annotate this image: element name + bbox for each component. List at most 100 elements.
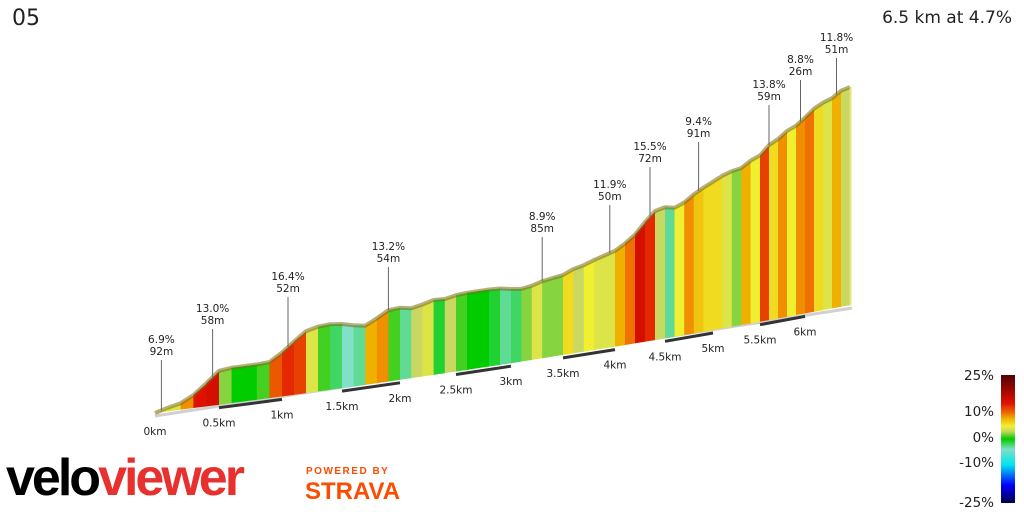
gradient-segment xyxy=(645,211,656,342)
annotation-length: 92m xyxy=(150,346,174,358)
gradient-segment xyxy=(625,234,636,345)
gradient-segment xyxy=(376,310,389,384)
gradient-segment xyxy=(760,145,770,322)
gradient-segment xyxy=(500,288,512,365)
annotation-gradient: 16.4% xyxy=(271,271,304,283)
x-tick-label: 4.5km xyxy=(648,351,681,363)
annotation-length: 59m xyxy=(757,91,781,103)
km-marker-bar xyxy=(218,397,283,410)
annotation-gradient: 15.5% xyxy=(633,141,666,153)
logo-velo: velo xyxy=(6,449,101,507)
annotation-gradient: 9.4% xyxy=(685,116,712,128)
gradient-segment xyxy=(713,175,723,330)
gradient-segment xyxy=(563,269,574,355)
x-tick-label: 6km xyxy=(794,326,817,338)
gradient-segment xyxy=(256,362,270,400)
gradient-segment xyxy=(594,255,606,350)
annotation-length: 54m xyxy=(377,253,401,265)
annotation-length: 52m xyxy=(276,283,300,295)
x-tick-label: 1.5km xyxy=(325,401,358,413)
gradient-segment xyxy=(193,383,207,409)
annotation-length: 51m xyxy=(825,44,849,56)
km-marker-bar xyxy=(759,314,806,327)
x-tick-label: 2km xyxy=(389,393,412,405)
gradient-segment xyxy=(521,285,533,362)
gradient-segment xyxy=(206,370,220,407)
annotation-gradient: 11.9% xyxy=(593,179,626,191)
gradient-segment xyxy=(444,295,457,374)
gradient-color-legend: 25% 10% 0% -10% -25% xyxy=(959,368,1015,511)
legend-label-0: 0% xyxy=(973,430,995,446)
gradient-segment xyxy=(531,281,543,360)
veloviewer-logo[interactable]: veloviewer xyxy=(6,449,245,507)
annotation-gradient: 13.0% xyxy=(196,303,229,315)
gradient-segment xyxy=(365,318,378,385)
gradient-segment xyxy=(741,160,752,326)
profile-top-edge xyxy=(154,85,851,415)
annotation-length: 91m xyxy=(687,128,711,140)
gradient-segment xyxy=(552,274,564,357)
gradient-segment xyxy=(722,171,733,329)
gradient-segment xyxy=(511,288,522,364)
km-marker-bar xyxy=(664,331,714,343)
segment-number: 05 xyxy=(12,6,40,31)
gradient-segment xyxy=(805,108,815,314)
gradient-segment xyxy=(422,299,435,377)
km-marker-bar xyxy=(455,364,512,376)
gradient-segment xyxy=(832,90,842,309)
gradient-segment xyxy=(433,299,446,375)
gradient-segment xyxy=(778,130,788,319)
gradient-segment xyxy=(841,86,851,307)
x-tick-label: 1km xyxy=(271,409,294,421)
gradient-segment xyxy=(282,341,295,397)
gradient-segment xyxy=(388,307,401,382)
gradient-segment xyxy=(615,243,626,347)
gradient-segment xyxy=(787,125,797,317)
gradient-segment xyxy=(823,98,833,311)
gradient-segment xyxy=(330,324,343,390)
gradient-segment xyxy=(294,331,307,395)
annotation-length: 50m xyxy=(598,191,622,203)
gradient-segment xyxy=(814,102,824,312)
gradient-segment xyxy=(411,304,423,379)
segment-summary: 6.5 km at 4.7% xyxy=(882,8,1012,28)
color-scale-bar xyxy=(1001,375,1015,503)
gradient-segment xyxy=(573,265,585,354)
gradient-segment xyxy=(318,324,331,392)
annotation-length: 58m xyxy=(201,315,225,327)
legend-label-10: 10% xyxy=(964,404,994,420)
gradient-segment xyxy=(269,352,283,399)
x-tick-label: 5.5km xyxy=(743,335,776,347)
gradient-segment xyxy=(583,259,595,352)
annotation-gradient: 8.8% xyxy=(787,54,814,66)
gradient-segment xyxy=(353,325,366,387)
gradient-segment xyxy=(674,202,685,337)
gradient-segment xyxy=(219,367,233,405)
gradient-segment xyxy=(665,207,676,339)
gradient-segment xyxy=(400,307,412,380)
gradient-segment xyxy=(467,291,479,370)
annotation-gradient: 13.8% xyxy=(752,79,785,91)
gradient-segment xyxy=(231,366,245,404)
gradient-segment xyxy=(478,289,490,369)
gradient-segment xyxy=(684,194,695,335)
km-marker-bar xyxy=(562,348,616,360)
legend-label-neg25: -25% xyxy=(959,495,994,511)
gradient-segment xyxy=(542,278,554,359)
gradient-segment xyxy=(306,326,319,394)
x-tick-labels: 0km 0.5km 1km 1.5km 2km 2.5km 3km 3.5km 4km 4.5km… xyxy=(144,326,817,438)
annotation-gradient: 6.9% xyxy=(148,334,175,346)
annotation-length: 26m xyxy=(789,66,813,78)
gradient-segment xyxy=(731,168,742,327)
gradient-segment xyxy=(750,155,761,324)
gradient-segment xyxy=(489,288,501,367)
annotation-length: 85m xyxy=(530,223,554,235)
strava-logo[interactable]: STRAVA xyxy=(305,478,401,505)
climb-annotations: 6.9%92m 13.0%58m 16.4%52m 13.2%54m 8.9%85m 11… xyxy=(148,32,853,411)
powered-by-label: POWERED BY xyxy=(306,466,390,477)
gradient-segment xyxy=(769,139,779,321)
gradient-stripes xyxy=(154,85,852,415)
gradient-segment xyxy=(244,364,258,402)
legend-label-25: 25% xyxy=(964,368,994,384)
